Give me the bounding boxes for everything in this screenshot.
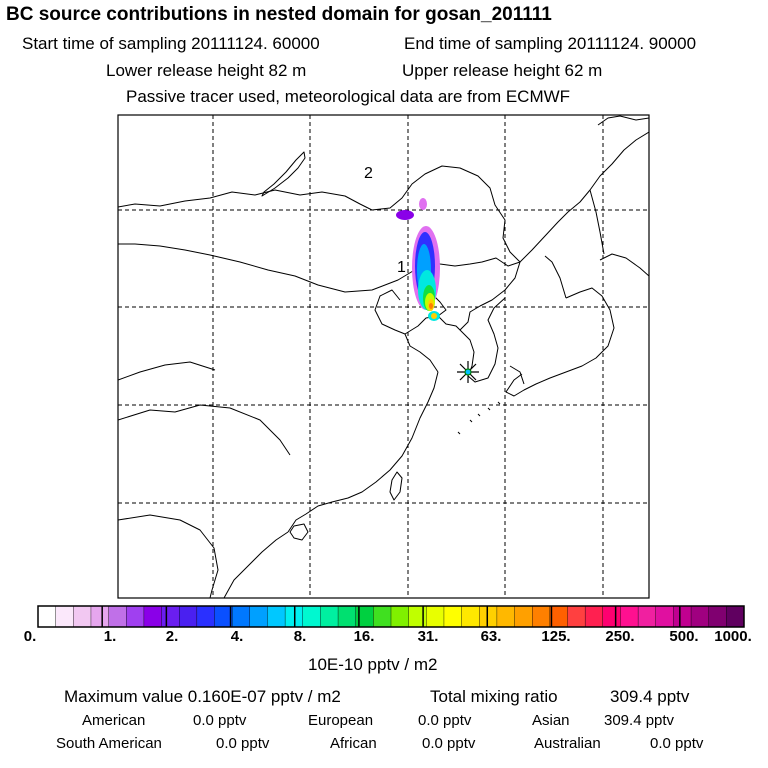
colorbar-cell	[443, 605, 463, 628]
plume-blob	[431, 313, 437, 319]
lower-release-height-text: Lower release height 82 m	[106, 61, 307, 80]
colorbar-cell	[161, 605, 180, 628]
colorbar-cell	[532, 605, 551, 628]
south-american-value: 0.0 pptv	[216, 735, 270, 752]
colorbar-cell	[549, 605, 568, 628]
star-icon	[457, 361, 479, 383]
european-label: European	[308, 712, 374, 729]
colorbar-cell	[231, 605, 251, 628]
coastlines	[118, 115, 649, 598]
colorbar-cell	[602, 605, 621, 628]
colorbar-cell	[655, 605, 674, 628]
colorbar-cell	[320, 605, 339, 628]
colorbar-cell	[426, 605, 445, 628]
colorbar-cell	[37, 605, 57, 628]
start-time-text: Start time of sampling 20111124. 60000	[22, 34, 320, 53]
map-frame	[117, 114, 650, 599]
map-title: BC source contributions in nested domain…	[6, 4, 552, 25]
colorbar-cell	[249, 605, 268, 628]
colorbar-cell	[126, 605, 145, 628]
colorbar-tick-label: 31.	[417, 628, 439, 645]
colorbar-cell	[461, 605, 480, 628]
plume-blob	[429, 303, 433, 309]
region-label: 2	[364, 165, 373, 182]
asian-label: Asian	[532, 712, 570, 729]
colorbar-cell	[73, 605, 92, 628]
maximum-value-text: Maximum value 0.160E-07 pptv / m2	[64, 687, 341, 706]
tracer-note-text: Passive tracer used, meteorological data…	[126, 87, 571, 106]
colorbar-cell	[408, 605, 427, 628]
asian-value: 309.4 pptv	[604, 712, 675, 729]
colorbar-cell	[90, 605, 110, 628]
colorbar-cell	[673, 605, 692, 628]
plume-blob	[396, 210, 414, 220]
colorbar-cell	[337, 605, 357, 628]
colorbar-tick-label: 63.	[480, 628, 502, 645]
colorbar-cell	[584, 605, 604, 628]
colorbar-tick-label: 1000.	[714, 628, 752, 645]
european-value: 0.0 pptv	[418, 712, 472, 729]
colorbar-cell	[514, 605, 533, 628]
colorbar-tick-label: 4.	[230, 628, 244, 645]
south-american-label: South American	[56, 735, 162, 752]
colorbar-cell	[55, 605, 74, 628]
map-area	[118, 115, 649, 598]
american-value: 0.0 pptv	[193, 712, 247, 729]
colorbar-cell	[390, 605, 410, 628]
colorbar-tick-label: 0.	[23, 628, 37, 645]
australian-label: Australian	[534, 735, 601, 752]
colorbar-cell	[496, 605, 516, 628]
colorbar-cell	[196, 605, 216, 628]
american-label: American	[82, 712, 146, 729]
end-time-text: End time of sampling 20111124. 90000	[404, 34, 697, 53]
african-value: 0.0 pptv	[422, 735, 476, 752]
colorbar-cell	[302, 605, 321, 628]
region-label: 1	[397, 259, 406, 276]
colorbar-cell	[479, 605, 498, 628]
colorbar-cell	[108, 605, 127, 628]
colorbar-cell	[178, 605, 198, 628]
colorbar-tick-label: 1.	[103, 628, 117, 645]
colorbar-tick-label: 2.	[165, 628, 179, 645]
african-label: African	[330, 735, 377, 752]
colorbar-cell	[267, 605, 286, 628]
colorbar-tick-label: 16.	[353, 628, 375, 645]
colorbar-cell	[708, 605, 727, 628]
colorbar	[37, 605, 745, 628]
colorbar-cell	[726, 605, 745, 628]
colorbar-cell	[214, 605, 233, 628]
colorbar-cell	[143, 605, 163, 628]
lat-lon-grid	[118, 115, 649, 598]
plume-blob	[419, 198, 427, 210]
colorbar-cell	[373, 605, 392, 628]
plume-contours	[396, 198, 440, 321]
upper-release-height-text: Upper release height 62 m	[402, 61, 603, 80]
colorbar-frame	[37, 605, 745, 628]
colorbar-cell	[567, 605, 586, 628]
colorbar-cell	[637, 605, 657, 628]
colorbar-cell	[620, 605, 639, 628]
total-mixing-value: 309.4 pptv	[610, 687, 690, 706]
total-mixing-label: Total mixing ratio	[430, 687, 558, 706]
colorbar-major-ticks	[101, 606, 681, 627]
colorbar-unit-label: 10E-10 pptv / m2	[308, 655, 438, 674]
colorbar-cell	[690, 605, 710, 628]
colorbar-tick-label: 125.	[541, 628, 571, 645]
colorbar-tick-label: 8.	[293, 628, 307, 645]
colorbar-tick-label: 250.	[605, 628, 635, 645]
australian-value: 0.0 pptv	[650, 735, 704, 752]
colorbar-tick-label: 500.	[669, 628, 699, 645]
